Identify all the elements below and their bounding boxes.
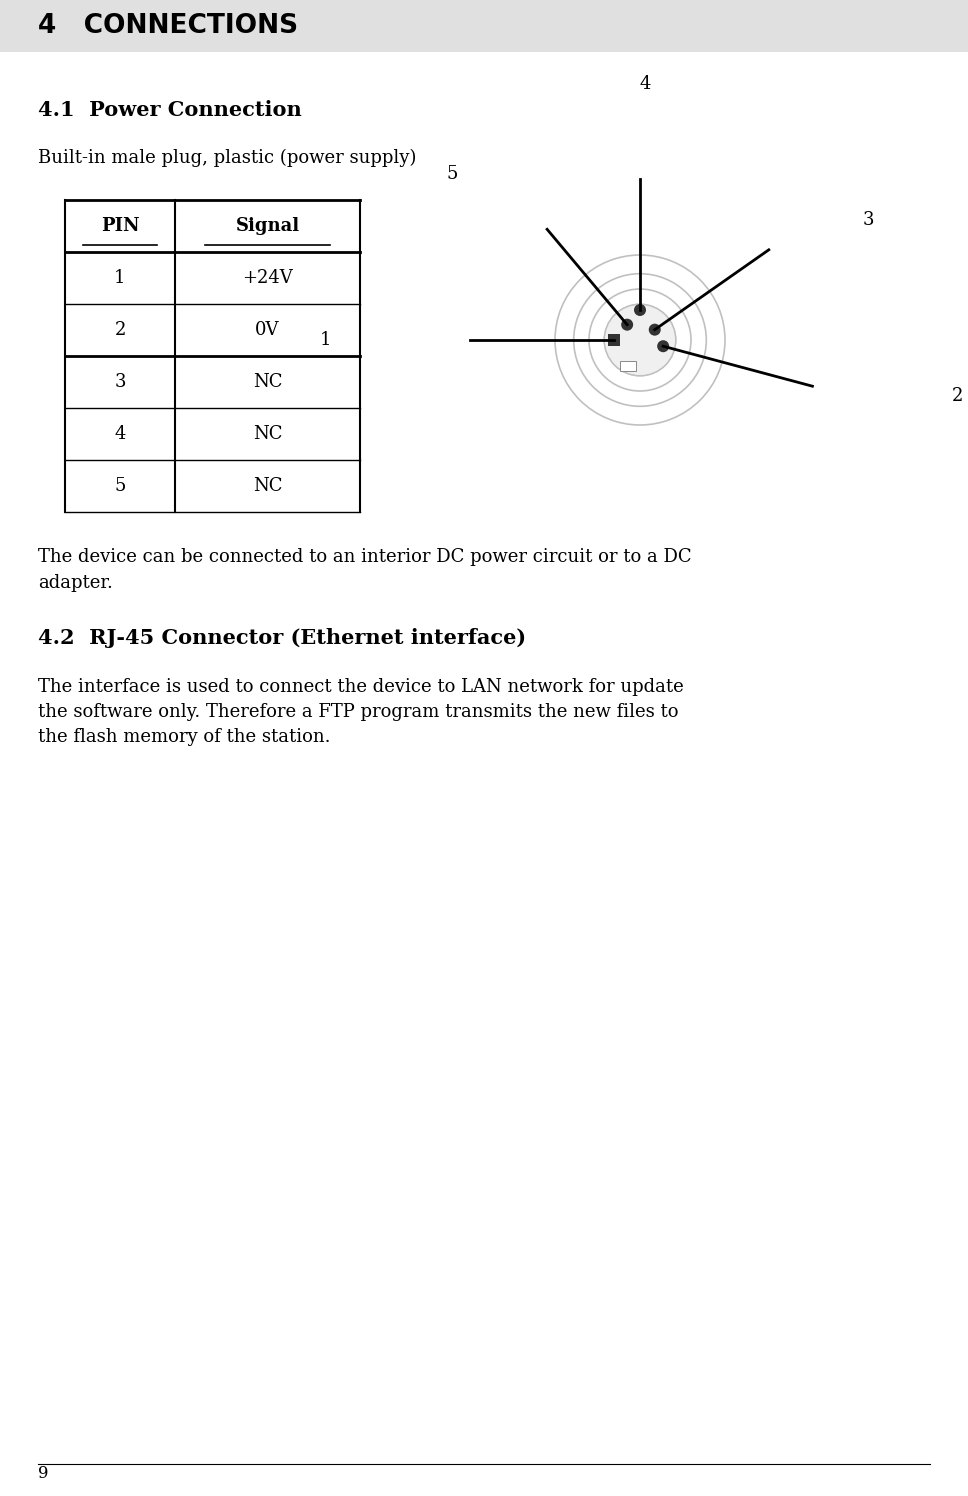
Text: 3: 3 (863, 211, 874, 229)
Bar (608, 334, 620, 346)
Circle shape (634, 304, 646, 316)
Text: NC: NC (253, 477, 283, 495)
Text: The interface is used to connect the device to LAN network for update: The interface is used to connect the dev… (38, 678, 683, 696)
Text: 4: 4 (114, 425, 126, 443)
Text: 5: 5 (114, 477, 126, 495)
Text: adapter.: adapter. (38, 574, 113, 592)
Text: the flash memory of the station.: the flash memory of the station. (38, 729, 330, 747)
Circle shape (604, 304, 676, 375)
Text: +24V: +24V (242, 269, 293, 287)
Text: 9: 9 (38, 1466, 48, 1483)
Text: 4   CONNECTIONS: 4 CONNECTIONS (38, 13, 298, 39)
Bar (0, 0, 968, 52)
Bar (620, 361, 636, 371)
Text: Signal: Signal (235, 217, 299, 235)
Text: 4: 4 (639, 75, 650, 93)
Circle shape (649, 323, 661, 335)
Text: 4.1  Power Connection: 4.1 Power Connection (38, 100, 302, 120)
Circle shape (657, 340, 669, 352)
Text: 1: 1 (114, 269, 126, 287)
Text: 2: 2 (952, 387, 963, 405)
Text: 5: 5 (446, 165, 458, 184)
Text: 1: 1 (319, 331, 331, 349)
Text: NC: NC (253, 373, 283, 390)
Text: The device can be connected to an interior DC power circuit or to a DC: The device can be connected to an interi… (38, 548, 691, 565)
Circle shape (621, 319, 633, 331)
Text: 2: 2 (114, 322, 126, 340)
Text: PIN: PIN (101, 217, 139, 235)
Text: Built-in male plug, plastic (power supply): Built-in male plug, plastic (power suppl… (38, 150, 416, 168)
Text: 3: 3 (114, 373, 126, 390)
Text: the software only. Therefore a FTP program transmits the new files to: the software only. Therefore a FTP progr… (38, 703, 679, 721)
Text: 4.2  RJ-45 Connector (Ethernet interface): 4.2 RJ-45 Connector (Ethernet interface) (38, 628, 527, 648)
Text: 0V: 0V (256, 322, 280, 340)
Text: NC: NC (253, 425, 283, 443)
